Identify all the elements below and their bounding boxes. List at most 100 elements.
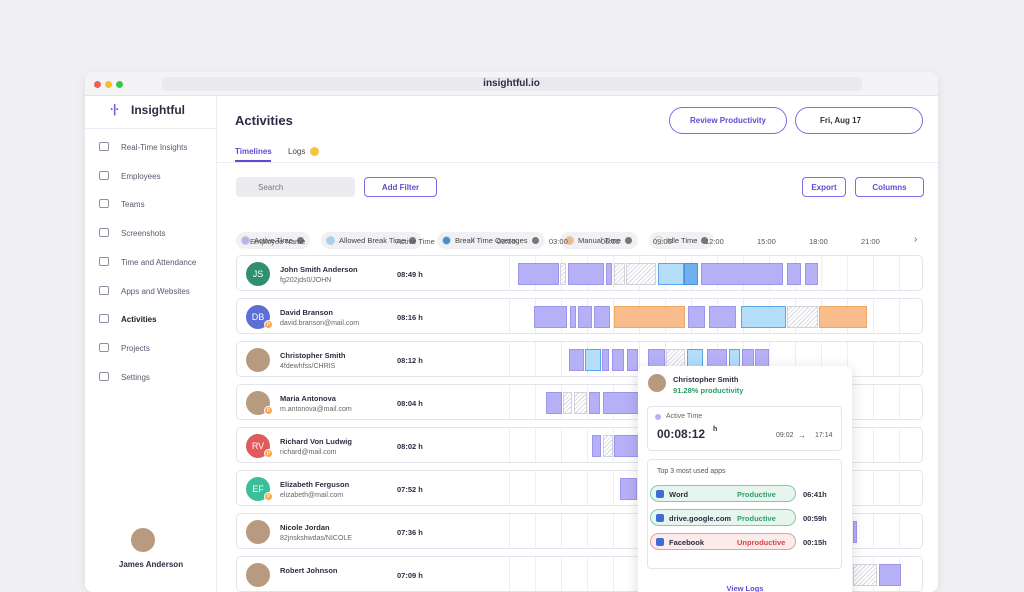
grid-line [613, 557, 614, 591]
timeline-segment [585, 349, 601, 371]
nav-item[interactable]: Settings [121, 372, 150, 382]
timeline-segment [879, 564, 901, 586]
info-icon [296, 237, 304, 244]
search[interactable]: Search [236, 177, 355, 197]
tab[interactable]: Logs [288, 147, 306, 156]
columns[interactable]: Columns [855, 177, 924, 197]
end: 17:14 [815, 432, 833, 439]
app-pill: Word Productive [650, 485, 796, 502]
nav-item[interactable]: Screenshots [121, 229, 166, 239]
legend-item: Idle Time [649, 232, 715, 249]
minimize[interactable] [105, 81, 112, 88]
grid-line [561, 557, 562, 591]
grid-line [639, 342, 640, 376]
tab[interactable]: Timelines [235, 147, 272, 156]
employee-name: Nicole Jordan [280, 523, 330, 532]
nav-item[interactable]: Time and Attendance [121, 257, 197, 267]
employee-name: Maria Antonova [280, 394, 336, 403]
grid-line [587, 514, 588, 548]
grid-line [509, 299, 510, 333]
grid-line [873, 471, 874, 505]
timeline-segment [853, 564, 877, 586]
hour-label: 18:00 [809, 237, 828, 246]
app-icon [656, 490, 664, 498]
legend-label: Active Time [254, 236, 293, 245]
active-time: 08:04 h [397, 399, 423, 408]
timeline-segment [709, 306, 736, 328]
label: Active Time [666, 413, 703, 420]
column-header: Active Time [396, 237, 435, 246]
nav-item[interactable]: Real-Time Insights [121, 143, 188, 152]
app-time: 00:59h [803, 514, 827, 523]
logo-mark: ·|· [110, 102, 119, 116]
grid-line [509, 471, 510, 505]
timeline-segment [592, 435, 601, 457]
review-button[interactable]: Review Productivity [669, 107, 787, 134]
employee-id: fg202jds0/JOHN [280, 277, 332, 284]
app-status: Productive [737, 490, 776, 499]
grid-line [535, 385, 536, 419]
employee-name: Robert Johnson [280, 566, 338, 575]
active-time: 08:16 h [397, 313, 423, 322]
grid-line [587, 557, 588, 591]
legend-swatch [241, 236, 250, 245]
timeline-segment [787, 263, 801, 285]
grid-line [613, 471, 614, 505]
arrow: → [798, 431, 806, 440]
timeline-segment [569, 349, 584, 371]
nav-item[interactable]: Employees [121, 171, 161, 181]
timeline-segment [602, 349, 609, 371]
timeline-segment [684, 263, 698, 285]
nav-item[interactable]: Apps and Websites [121, 286, 190, 296]
nav-item[interactable]: Teams [121, 200, 145, 210]
legend-label: Break Time Overages [455, 236, 528, 245]
url: insightful.io [483, 78, 540, 89]
view-logs[interactable]: View Logs [726, 584, 764, 592]
unit: h [713, 426, 718, 433]
grid-line [509, 514, 510, 548]
app-name: Facebook [669, 538, 705, 547]
app-pill: drive.google.com Productive [650, 509, 796, 526]
date-picker[interactable]: Fri, Aug 17 [795, 107, 923, 134]
grid-line [509, 385, 510, 419]
maximize[interactable] [116, 81, 123, 88]
address-bar[interactable] [162, 77, 862, 91]
nav-icon [99, 199, 109, 209]
hour-label: 12:00 [705, 237, 724, 246]
scroll-right[interactable]: › [914, 234, 918, 245]
timeline-segment [563, 392, 572, 414]
add-filter[interactable]: Add Filter [364, 177, 437, 197]
app-time: 06:41h [803, 490, 827, 499]
scroll-left[interactable]: ‹ [472, 234, 476, 245]
label: Review Productivity [689, 116, 767, 125]
nav-item[interactable]: Projects [121, 343, 150, 353]
grid-line [509, 557, 510, 591]
timeline-segment [518, 263, 559, 285]
apps-card: Top 3 most used apps Word Productive 06:41… [647, 459, 842, 569]
avatar: JS [246, 262, 270, 286]
grid-line [561, 428, 562, 462]
close[interactable] [94, 81, 101, 88]
nav-item[interactable]: Activities [121, 315, 157, 325]
active-card: Active Time 00:08:12 h 09:02 → 17:14 [647, 406, 842, 451]
legend-item: Active Time [236, 232, 310, 249]
employee-name: David Branson [280, 308, 333, 317]
export[interactable]: Export [802, 177, 846, 197]
role-badge: P [264, 449, 273, 458]
timeline-segment [787, 306, 818, 328]
hour-label: 03:00 [549, 237, 568, 246]
timeline-segment [568, 263, 604, 285]
nav-icon [99, 142, 109, 151]
hour-label: 00:00 [497, 237, 516, 246]
app-pill: Facebook Unproductive [650, 533, 796, 550]
timeline-segment [853, 521, 857, 543]
table-row[interactable]: DB P David Branson david.branson@mail.com 08… [236, 298, 923, 334]
timeline-segment [570, 306, 576, 328]
user-name: James Anderson [118, 560, 184, 569]
table-row[interactable]: JS John Smith Anderson fg202jds0/JOHN 08:49… [236, 255, 923, 291]
sidebar: ·|· Insightful James Anderson Real-Time … [85, 96, 217, 592]
grid-line [873, 342, 874, 376]
grid-line [587, 428, 588, 462]
column-header[interactable]: Employee Name [250, 237, 306, 246]
avatar [246, 520, 270, 544]
